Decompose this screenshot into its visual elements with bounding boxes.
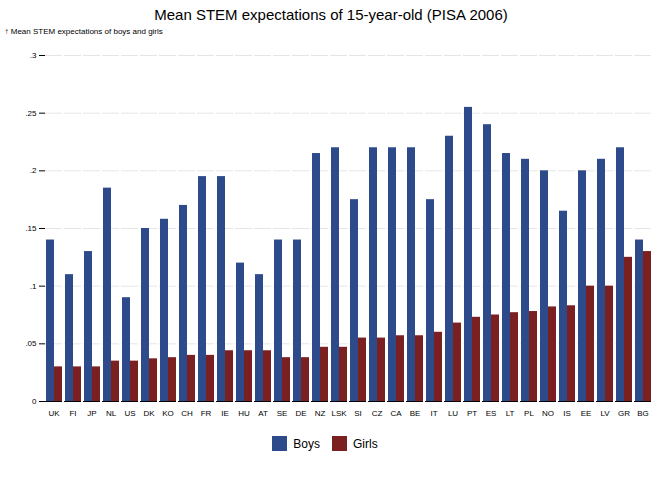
svg-text:SE: SE [277, 409, 288, 418]
svg-text:.3: .3 [30, 51, 37, 60]
svg-text:US: US [124, 409, 135, 418]
svg-text:JP: JP [87, 409, 96, 418]
svg-text:EE: EE [581, 409, 592, 418]
svg-text:BE: BE [410, 409, 421, 418]
svg-text:UK: UK [48, 409, 60, 418]
svg-text:LT: LT [506, 409, 515, 418]
svg-text:IT: IT [430, 409, 437, 418]
svg-text:AT: AT [258, 409, 268, 418]
svg-text:CH: CH [181, 409, 193, 418]
svg-text:IE: IE [221, 409, 229, 418]
svg-text:↑ Mean STEM expectations of bo: ↑ Mean STEM expectations of boys and gir… [5, 27, 163, 36]
svg-text:ES: ES [486, 409, 497, 418]
svg-text:FI: FI [69, 409, 76, 418]
svg-text:DK: DK [143, 409, 155, 418]
svg-text:.15: .15 [25, 224, 37, 233]
svg-text:PL: PL [524, 409, 534, 418]
svg-text:NO: NO [542, 409, 554, 418]
svg-text:.1: .1 [30, 282, 37, 291]
svg-text:CA: CA [390, 409, 402, 418]
svg-text:HU: HU [238, 409, 250, 418]
svg-text:0: 0 [32, 397, 37, 406]
svg-text:PT: PT [467, 409, 477, 418]
svg-text:BG: BG [637, 409, 649, 418]
html-text:Boys: Boys [293, 436, 320, 451]
svg-text:SI: SI [354, 409, 362, 418]
svg-text:.05: .05 [25, 339, 37, 348]
html-text:Mean STEM expectations of 15-y: Mean STEM expectations of 15-year-old (P… [154, 6, 508, 23]
svg-text:IS: IS [563, 409, 571, 418]
svg-text:LU: LU [448, 409, 458, 418]
svg-text:NZ: NZ [315, 409, 326, 418]
svg-text:LV: LV [600, 409, 610, 418]
svg-text:KO: KO [162, 409, 174, 418]
svg-text:GR: GR [618, 409, 630, 418]
svg-text:.2: .2 [30, 166, 37, 175]
svg-text:LSK: LSK [331, 409, 347, 418]
svg-text:CZ: CZ [372, 409, 383, 418]
svg-text:DE: DE [295, 409, 306, 418]
svg-text:.25: .25 [25, 109, 37, 118]
svg-text:FR: FR [201, 409, 212, 418]
svg-text:NL: NL [106, 409, 117, 418]
html-text:Girls: Girls [353, 436, 378, 451]
